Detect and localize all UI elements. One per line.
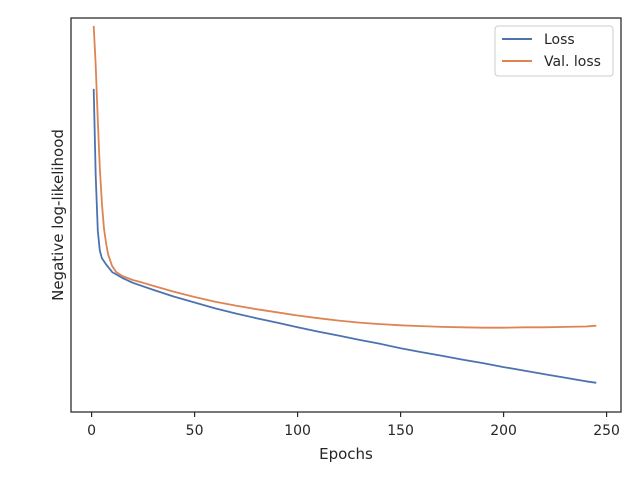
plot-background bbox=[71, 18, 621, 412]
series-layer bbox=[92, 25, 597, 384]
x-tick-label: 250 bbox=[593, 423, 620, 439]
legend-loss-label: Loss bbox=[544, 32, 575, 48]
series-line-loss bbox=[92, 88, 597, 384]
legend: Loss Val. loss bbox=[494, 25, 614, 77]
x-tick-label: 150 bbox=[387, 423, 414, 439]
x-tick-label: 200 bbox=[490, 423, 517, 439]
x-axis-ticks: 0 50 100 150 200 250 bbox=[87, 412, 620, 439]
x-tick-label: 100 bbox=[284, 423, 311, 439]
x-tick-label: 50 bbox=[186, 423, 204, 439]
x-tick-label: 0 bbox=[87, 423, 96, 439]
plot-frame bbox=[70, 17, 622, 413]
y-axis-label: Negative log-likelihood bbox=[49, 129, 67, 301]
series-line-val-loss bbox=[92, 25, 597, 329]
x-axis-label: Epochs bbox=[319, 445, 373, 463]
legend-val-loss-label: Val. loss bbox=[544, 54, 601, 70]
